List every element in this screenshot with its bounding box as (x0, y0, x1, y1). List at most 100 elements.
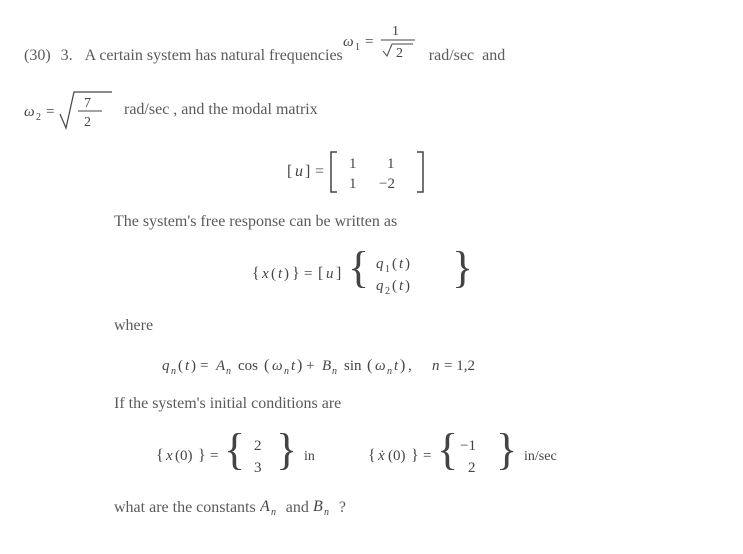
svg-text:q: q (376, 278, 384, 294)
svg-text:+: + (306, 358, 314, 374)
svg-text:A: A (260, 498, 270, 515)
svg-text:{: { (252, 265, 260, 282)
svg-text:=: = (200, 358, 208, 374)
svg-text:[: [ (318, 265, 323, 282)
svg-text:{: { (156, 447, 164, 464)
svg-text:2: 2 (36, 112, 41, 123)
svg-text:t: t (185, 358, 190, 374)
svg-text:=: = (46, 104, 54, 120)
svg-text:[: [ (287, 163, 292, 180)
svg-text:=: = (365, 34, 373, 50)
svg-text:ω: ω (24, 104, 35, 120)
xdot0-expression: { ẋ (0) } = { } −1 2 in/sec (368, 428, 588, 484)
svg-text:{: { (348, 246, 369, 292)
svg-text:n: n (324, 507, 329, 516)
svg-text:1: 1 (349, 156, 357, 172)
svg-text:u: u (326, 266, 334, 282)
svg-text:t: t (278, 266, 283, 282)
svg-text:cos: cos (238, 358, 258, 374)
svg-text:in/sec: in/sec (524, 449, 557, 464)
svg-text:sin: sin (344, 358, 362, 374)
svg-text:{: { (437, 428, 458, 474)
line5-pre: what are the constants (114, 499, 260, 516)
svg-text:}: } (292, 265, 300, 282)
svg-text:A: A (215, 358, 226, 374)
svg-text:(: ( (392, 278, 397, 294)
svg-text:in: in (304, 449, 315, 464)
svg-text:): ) (191, 358, 196, 374)
points-label: (30) (24, 44, 51, 68)
svg-text:}: } (496, 428, 517, 474)
svg-text:): ) (400, 357, 405, 374)
svg-text:t: t (394, 358, 399, 374)
svg-text:n: n (432, 358, 440, 374)
svg-text:−1: −1 (460, 438, 476, 454)
svg-text:}: } (276, 428, 297, 474)
omega1-expression: ω 1 = 1 2 (343, 20, 429, 60)
svg-text:}: } (198, 447, 206, 464)
svg-text:2: 2 (84, 115, 91, 130)
qn-definition: q n ( t ) = A n cos ( ω n t ) + B n sin … (24, 350, 719, 380)
qn-definition-svg: q n ( t ) = A n cos ( ω n t ) + B n sin … (162, 350, 582, 380)
svg-text:n: n (284, 366, 289, 377)
svg-text:t: t (399, 278, 404, 294)
An-symbol: A n (260, 496, 282, 516)
modal-matrix: [ u ] = 1 1 1 −2 (287, 146, 457, 198)
svg-text:ω: ω (343, 34, 354, 50)
svg-text:): ) (405, 278, 410, 294)
line1-post: rad/sec and (429, 44, 505, 68)
svg-text:−2: −2 (379, 176, 395, 192)
line2-post: rad/sec , and the modal matrix (124, 98, 318, 122)
svg-text:3: 3 (254, 460, 262, 476)
svg-text:t: t (399, 256, 404, 272)
svg-text:B: B (322, 358, 331, 374)
svg-text:2: 2 (468, 460, 476, 476)
svg-text:t: t (291, 358, 296, 374)
omega2-line: ω 2 = 7 2 rad/sec , and the modal matrix (24, 86, 719, 134)
svg-text:n: n (226, 366, 231, 377)
svg-text:=: = (304, 266, 312, 282)
line4: If the system's initial conditions are (114, 392, 719, 416)
svg-text:x: x (261, 266, 269, 282)
svg-text:n: n (332, 366, 337, 377)
svg-text:}: } (452, 246, 473, 292)
svg-text:): ) (405, 256, 410, 272)
final-question: what are the constants A n and B n ? (114, 496, 719, 520)
modal-matrix-line: [ u ] = 1 1 1 −2 (24, 146, 719, 198)
free-response-svg: { x ( t ) } = [ u ] { } q 1 ( t ) q 2 ( … (252, 246, 492, 302)
svg-text:n: n (171, 366, 176, 377)
svg-text:,: , (408, 358, 412, 374)
svg-text:(: ( (271, 266, 276, 282)
svg-text:1: 1 (349, 176, 357, 192)
svg-text:=: = (210, 448, 218, 464)
svg-text:u: u (295, 163, 303, 180)
svg-text:{: { (224, 428, 245, 474)
svg-text:ω: ω (375, 358, 386, 374)
svg-text:7: 7 (84, 96, 91, 111)
omega2-expression: ω 2 = 7 2 (24, 86, 124, 134)
svg-text:1: 1 (387, 156, 395, 172)
svg-text:2: 2 (254, 438, 262, 454)
svg-text:B: B (313, 498, 323, 515)
svg-text:(0): (0) (388, 448, 406, 464)
svg-text:ω: ω (272, 358, 283, 374)
svg-text:]: ] (305, 163, 310, 180)
where-label: where (114, 314, 719, 338)
svg-text:2: 2 (385, 286, 390, 297)
svg-text:}: } (411, 447, 419, 464)
svg-text:=: = (423, 448, 431, 464)
svg-text:1: 1 (392, 24, 399, 39)
svg-text:q: q (376, 256, 384, 272)
svg-text:1: 1 (385, 264, 390, 275)
svg-text:=: = (315, 163, 324, 180)
svg-text:(: ( (264, 357, 269, 374)
free-response-equation: { x ( t ) } = [ u ] { } q 1 ( t ) q 2 ( … (24, 246, 719, 302)
svg-text:x: x (165, 448, 173, 464)
Bn-symbol: B n (313, 496, 335, 516)
svg-text:): ) (297, 357, 302, 374)
question-number: 3. (61, 44, 73, 68)
and-word: and (286, 499, 313, 516)
line3: The system's free response can be writte… (114, 210, 719, 234)
line1-pre: A certain system has natural frequencies (85, 44, 343, 68)
problem-first-line: (30) 3. A certain system has natural fre… (24, 20, 719, 68)
